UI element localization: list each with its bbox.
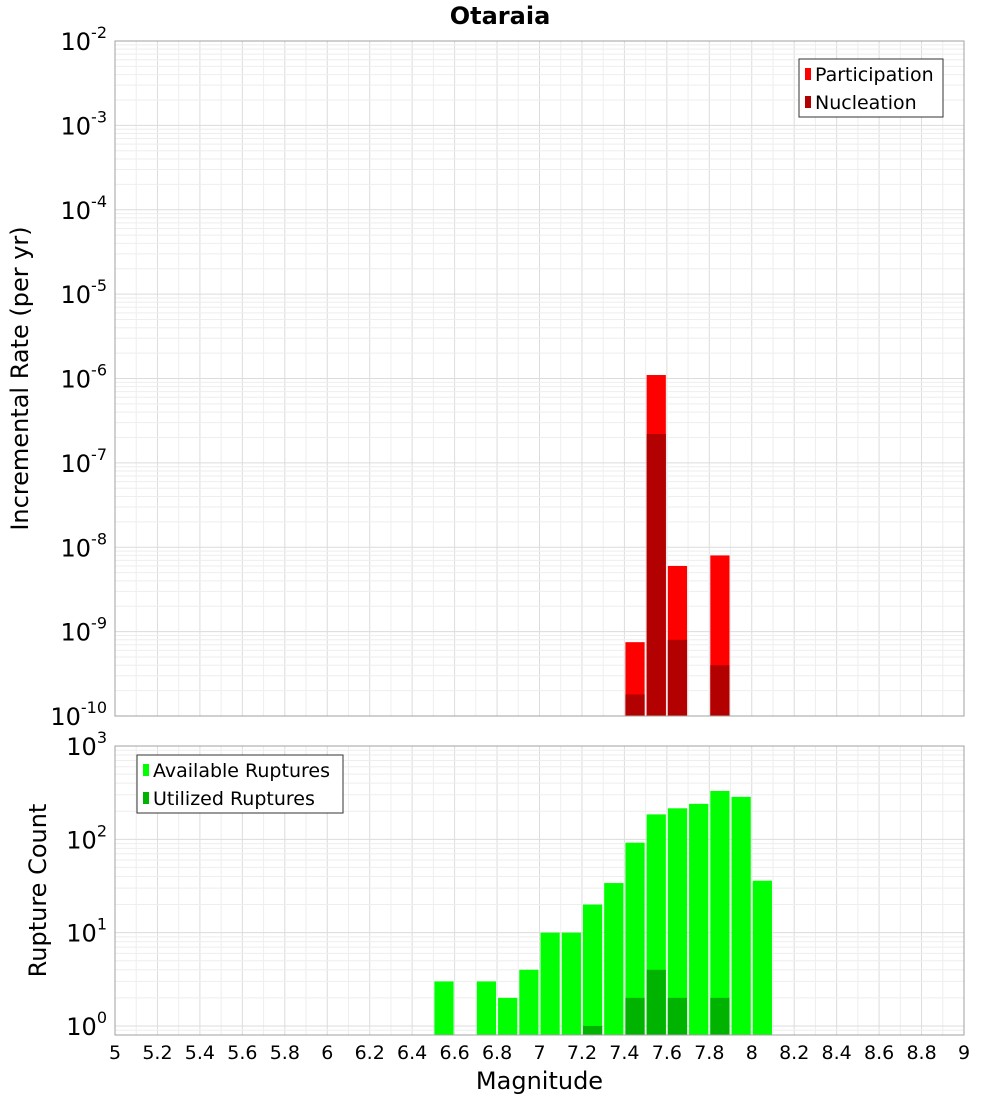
legend-label: Participation	[815, 64, 934, 86]
y-tick-label: 10-10	[50, 698, 107, 731]
y-tick-label: 10-7	[61, 445, 108, 478]
bar	[667, 639, 688, 716]
bar	[625, 997, 645, 1035]
chart-title: Otaraia	[450, 2, 551, 30]
x-tick-label: 8	[746, 1042, 758, 1064]
x-tick-label: 6	[321, 1042, 333, 1064]
bar	[646, 433, 666, 716]
x-tick-labels: 5 5.2 5.4 5.6 5.8 6 6.2 6.4 6.6 6.8 7 7.2 7.4 7.6 7.8 8…	[109, 1042, 970, 1064]
plot-frame	[114, 40, 965, 717]
rate-panel: 10-2 10-3 10-4 10-5 10-6 10-7 10-8 10-9 10-10 Inc…	[6, 23, 965, 731]
x-tick-label: 9	[958, 1042, 970, 1064]
grid	[114, 41, 965, 717]
x-tick-label: 6.8	[482, 1042, 512, 1064]
x-tick-label: 6.6	[439, 1042, 469, 1064]
bar	[582, 904, 603, 1035]
bar	[625, 694, 645, 716]
bar	[689, 803, 709, 1035]
y-tick-labels: 103 102 101 100	[66, 728, 107, 1041]
bar	[540, 932, 560, 1035]
legend-swatch	[805, 96, 811, 108]
legend: Participation Nucleation	[798, 58, 944, 118]
bar	[731, 796, 751, 1035]
x-tick-label: 8.8	[906, 1042, 936, 1064]
legend-label: Available Ruptures	[153, 760, 330, 782]
x-tick-label: 7.8	[694, 1042, 724, 1064]
x-tick-label: 6.4	[397, 1042, 427, 1064]
y-tick-label: 10-4	[61, 192, 108, 225]
y-tick-label: 102	[66, 821, 107, 854]
x-tick-label: 5	[109, 1042, 121, 1064]
x-tick-label: 8.4	[822, 1042, 852, 1064]
series-nucleation	[625, 433, 730, 716]
y-axis-label: Incremental Rate (per yr)	[6, 226, 34, 530]
legend-swatch	[805, 68, 811, 80]
bar	[646, 969, 666, 1035]
legend-swatch	[143, 764, 149, 776]
y-tick-label: 10-6	[61, 361, 108, 394]
bar	[667, 808, 688, 1035]
x-tick-label: 7	[533, 1042, 545, 1064]
legend-swatch	[143, 792, 149, 804]
y-tick-label: 101	[66, 915, 107, 948]
y-tick-label: 10-9	[61, 614, 108, 647]
legend-box	[136, 754, 344, 814]
x-tick-label: 8.6	[864, 1042, 894, 1064]
x-tick-label: 7.4	[609, 1042, 639, 1064]
y-tick-labels: 10-2 10-3 10-4 10-5 10-6 10-7 10-8 10-9 10-10	[50, 23, 107, 731]
bar	[476, 981, 497, 1035]
bar	[710, 665, 730, 716]
x-tick-label: 5.8	[270, 1042, 300, 1064]
x-tick-label: 8.2	[779, 1042, 809, 1064]
x-tick-label: 7.6	[652, 1042, 682, 1064]
bar	[710, 790, 730, 1035]
bar	[667, 997, 688, 1035]
bar	[434, 981, 454, 1035]
y-tick-label: 10-3	[61, 107, 108, 140]
y-tick-label: 103	[66, 728, 107, 761]
y-axis-label: Rupture Count	[24, 804, 52, 978]
bar	[519, 969, 539, 1035]
x-tick-label: 5.2	[142, 1042, 172, 1064]
bar	[710, 997, 730, 1035]
bar	[625, 842, 645, 1035]
y-tick-label: 100	[66, 1008, 107, 1041]
legend-label: Utilized Ruptures	[153, 788, 315, 810]
x-axis-label: Magnitude	[476, 1067, 603, 1095]
x-tick-label: 5.6	[227, 1042, 257, 1064]
plot-frame	[114, 745, 965, 1036]
bar	[561, 932, 581, 1035]
legend: Available Ruptures Utilized Ruptures	[136, 754, 344, 814]
x-tick-label: 6.2	[355, 1042, 385, 1064]
y-tick-label: 10-5	[61, 276, 108, 309]
y-tick-label: 10-8	[61, 529, 108, 562]
bar	[604, 883, 624, 1035]
y-tick-label: 10-2	[61, 23, 108, 56]
bar	[582, 1025, 603, 1035]
series-utilized-ruptures	[582, 969, 730, 1035]
bar	[752, 880, 772, 1035]
bar	[498, 997, 518, 1035]
x-tick-label: 5.4	[185, 1042, 215, 1064]
legend-label: Nucleation	[815, 92, 917, 114]
legend-box	[798, 58, 944, 118]
x-tick-label: 7.2	[567, 1042, 597, 1064]
